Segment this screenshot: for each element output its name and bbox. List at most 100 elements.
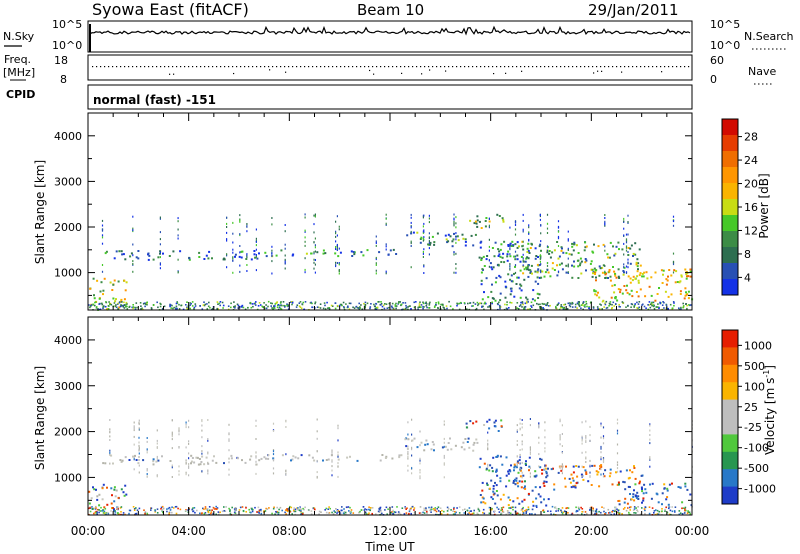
echo-cell <box>480 279 483 282</box>
echo-cell <box>673 302 675 304</box>
echo-cell <box>450 509 452 511</box>
echo-cell <box>513 478 516 481</box>
echo-cell <box>338 304 341 307</box>
echo-cell <box>221 301 224 304</box>
echo-cell <box>572 471 575 474</box>
echo-cell <box>275 302 277 304</box>
echo-cell <box>528 456 531 459</box>
freq-panel: Freq. [MHz] 18 8 60 0 Nave <box>3 53 776 86</box>
echo-cell <box>608 270 611 273</box>
echo-cell <box>213 455 215 458</box>
echo-cell <box>604 249 606 252</box>
echo-cell <box>152 463 155 466</box>
echo-cell <box>516 443 518 446</box>
echo-cell <box>616 429 619 432</box>
freq-point <box>124 66 126 68</box>
freq-point <box>444 66 446 68</box>
echo-cell <box>271 249 273 252</box>
echo-cell <box>236 457 239 460</box>
echo-cell <box>128 512 130 515</box>
echo-cell <box>423 272 425 274</box>
echo-cell <box>456 235 459 238</box>
echo-cell <box>546 304 548 307</box>
echo-cell <box>428 221 430 224</box>
echo-cell <box>101 264 104 266</box>
freq-point <box>496 66 498 68</box>
echo-cell <box>287 308 290 310</box>
cpid-label: CPID <box>6 88 35 101</box>
echo-cell <box>577 259 580 262</box>
echo-cell <box>506 259 509 262</box>
freq-point <box>476 66 478 68</box>
echo-cell <box>109 303 111 305</box>
echo-cell <box>522 219 524 222</box>
echo-cell <box>232 232 234 235</box>
echo-cell <box>524 487 527 490</box>
echo-cell <box>455 216 457 219</box>
echo-cell <box>257 305 260 307</box>
echo-cell <box>490 266 493 269</box>
echo-cell <box>166 510 168 513</box>
echo-cell <box>637 279 640 282</box>
echo-cell <box>494 481 496 484</box>
echo-cell <box>546 264 549 267</box>
echo-cell <box>596 306 599 308</box>
echo-cell <box>557 235 560 238</box>
echo-cell <box>152 460 155 463</box>
echo-cell <box>648 506 651 508</box>
echo-cell <box>446 448 449 451</box>
echo-cell <box>98 303 101 305</box>
echo-cell <box>671 506 673 508</box>
echo-cell <box>514 506 517 509</box>
echo-cell <box>336 245 338 248</box>
freq-point <box>644 66 646 68</box>
echo-cell <box>415 301 417 303</box>
echo-cell <box>182 308 185 311</box>
echo-cell <box>109 451 111 454</box>
echo-cell <box>672 261 675 264</box>
echo-cell <box>426 512 428 515</box>
echo-cell <box>396 506 398 508</box>
x-tick-label: 16:00 <box>473 524 508 538</box>
freq-point <box>292 66 294 68</box>
echo-cell <box>198 251 201 254</box>
nave-point <box>421 73 423 75</box>
echo-cell <box>482 508 485 511</box>
echo-cell <box>411 448 413 451</box>
echo-cell <box>310 513 313 515</box>
echo-cell <box>644 506 647 508</box>
freq-point <box>524 66 526 68</box>
echo-cell <box>600 424 602 427</box>
echo-cell <box>232 271 234 274</box>
echo-cell <box>573 243 575 246</box>
echo-cell <box>637 303 640 305</box>
echo-cell <box>371 512 373 515</box>
echo-cell <box>263 456 266 459</box>
echo-cell <box>621 292 624 295</box>
echo-cell <box>593 267 596 270</box>
echo-cell <box>423 236 425 239</box>
echo-cell <box>362 506 365 508</box>
echo-cell <box>559 420 561 423</box>
echo-cell <box>359 306 361 308</box>
echo-cell <box>142 303 145 305</box>
echo-cell <box>460 446 463 449</box>
freq-point <box>348 66 350 68</box>
echo-cell <box>673 510 676 512</box>
echo-cell <box>653 308 656 310</box>
echo-cell <box>301 303 304 306</box>
echo-cell <box>600 458 602 461</box>
echo-cell <box>497 255 500 257</box>
freq-point <box>228 66 230 68</box>
echo-cell <box>171 464 173 467</box>
echo-cell <box>488 506 491 509</box>
echo-cell <box>624 497 627 500</box>
echo-cell <box>492 485 495 487</box>
echo-cell <box>561 451 563 454</box>
echo-cell <box>442 303 444 306</box>
colorbar-segment <box>722 364 738 383</box>
echo-cell <box>553 513 555 516</box>
echo-cell <box>192 510 194 513</box>
echo-cell <box>335 220 337 223</box>
echo-cell <box>604 302 606 305</box>
